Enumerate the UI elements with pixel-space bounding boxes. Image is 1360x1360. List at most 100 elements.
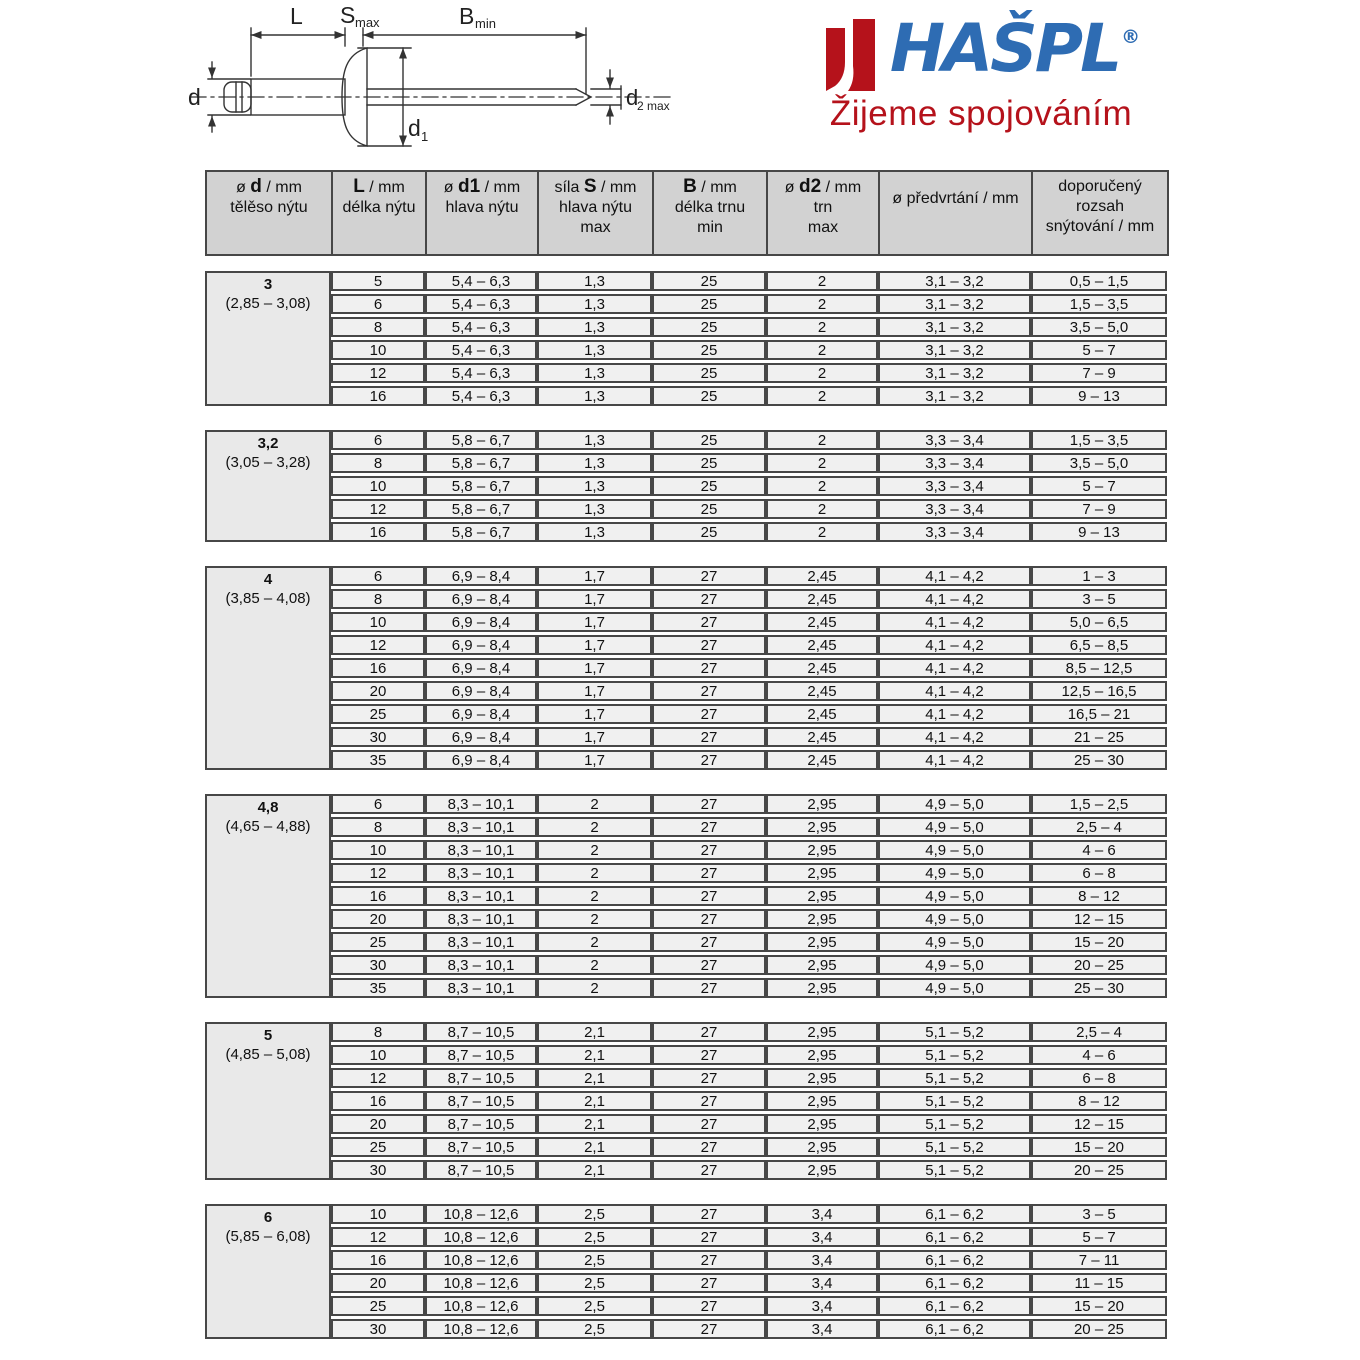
dim-label-d: d — [188, 84, 201, 110]
table-cell: 27 — [652, 681, 766, 701]
table-cell: 25 — [652, 317, 766, 337]
table-cell: 25 — [331, 1296, 425, 1316]
table-cell: 8 — [331, 317, 425, 337]
header-cell: ø předvrtání / mm — [878, 170, 1033, 256]
table-row: 12 5,4 – 6,3 1,3 25 2 3,1 – 3,2 7 – 9 — [205, 363, 1167, 383]
table-cell: 2 — [537, 817, 652, 837]
table-cell: 6,9 – 8,4 — [425, 750, 537, 770]
table-cell: 2,95 — [766, 978, 878, 998]
table-cell: 1 – 3 — [1031, 566, 1167, 586]
table-row: 16 5,4 – 6,3 1,3 25 2 3,1 – 3,2 9 – 13 — [205, 386, 1167, 406]
table-cell: 8 – 12 — [1031, 886, 1167, 906]
table-cell: 4,1 – 4,2 — [878, 750, 1031, 770]
table-cell: 2,95 — [766, 817, 878, 837]
table-cell: 25 — [652, 522, 766, 542]
table-row: 25 8,7 – 10,5 2,1 27 2,95 5,1 – 5,2 15 – 20 — [205, 1137, 1167, 1157]
table-cell: 6,1 – 6,2 — [878, 1227, 1031, 1247]
page-header: L S max B min d d 1 d 2 max HAŠPL ® — [0, 0, 1360, 170]
table-cell: 2,5 — [537, 1273, 652, 1293]
dim-label-B-sub: min — [475, 16, 496, 31]
table-cell: 27 — [652, 658, 766, 678]
table-row: 8 6,9 – 8,4 1,7 27 2,45 4,1 – 4,2 3 – 5 — [205, 589, 1167, 609]
table-cell: 16 — [331, 658, 425, 678]
table-cell: 8,3 – 10,1 — [425, 955, 537, 975]
table-cell: 25 — [652, 294, 766, 314]
table-cell: 8,3 – 10,1 — [425, 978, 537, 998]
table-cell: 3,5 – 5,0 — [1031, 453, 1167, 473]
table-cell: 20 — [331, 909, 425, 929]
table-cell: 27 — [652, 1114, 766, 1134]
table-cell: 4,9 – 5,0 — [878, 955, 1031, 975]
table-cell: 1,3 — [537, 522, 652, 542]
table-cell: 2,1 — [537, 1068, 652, 1088]
table-row: 10 8,3 – 10,1 2 27 2,95 4,9 – 5,0 4 – 6 — [205, 840, 1167, 860]
table-cell: 3,1 – 3,2 — [878, 363, 1031, 383]
table-cell: 4,9 – 5,0 — [878, 817, 1031, 837]
table-row: 16 10,8 – 12,6 2,5 27 3,4 6,1 – 6,2 7 – 11 — [205, 1250, 1167, 1270]
table-cell: 3,4 — [766, 1296, 878, 1316]
table-row: 10 5,4 – 6,3 1,3 25 2 3,1 – 3,2 5 – 7 — [205, 340, 1167, 360]
table-cell: 3,1 – 3,2 — [878, 294, 1031, 314]
table-cell: 10,8 – 12,6 — [425, 1227, 537, 1247]
table-cell: 27 — [652, 955, 766, 975]
table-cell: 2,45 — [766, 727, 878, 747]
table-cell: 4,9 – 5,0 — [878, 932, 1031, 952]
table-cell: 3,5 – 5,0 — [1031, 317, 1167, 337]
table-cell: 9 – 13 — [1031, 522, 1167, 542]
table-cell: 8,3 – 10,1 — [425, 909, 537, 929]
table-cell: 5,1 – 5,2 — [878, 1114, 1031, 1134]
table-cell: 6,9 – 8,4 — [425, 727, 537, 747]
table-cell: 5,4 – 6,3 — [425, 294, 537, 314]
table-cell: 2,1 — [537, 1022, 652, 1042]
table-cell: 5 – 7 — [1031, 340, 1167, 360]
table-cell: 5,4 – 6,3 — [425, 386, 537, 406]
table-cell: 1,5 – 3,5 — [1031, 430, 1167, 450]
table-cell: 2 — [537, 863, 652, 883]
table-cell: 2,45 — [766, 704, 878, 724]
table-cell: 12 — [331, 1068, 425, 1088]
table-cell: 27 — [652, 635, 766, 655]
header-cell: ø d2 / mm trn max — [766, 170, 880, 256]
table-cell: 1,3 — [537, 386, 652, 406]
table-row: 30 8,7 – 10,5 2,1 27 2,95 5,1 – 5,2 20 – 25 — [205, 1160, 1167, 1180]
header-cell: L / mm délka nýtu — [331, 170, 427, 256]
diameter-cell: 3,2 (3,05 – 3,28) — [205, 430, 331, 542]
table-cell: 2,5 — [537, 1227, 652, 1247]
table-cell: 2,95 — [766, 1114, 878, 1134]
table-cell: 3,3 – 3,4 — [878, 476, 1031, 496]
table-cell: 20 – 25 — [1031, 1160, 1167, 1180]
dim-label-S: S — [340, 2, 355, 28]
table-row: 16 8,3 – 10,1 2 27 2,95 4,9 – 5,0 8 – 12 — [205, 886, 1167, 906]
table-cell: 16 — [331, 886, 425, 906]
table-cell: 27 — [652, 727, 766, 747]
table-cell: 4,1 – 4,2 — [878, 727, 1031, 747]
table-cell: 2 — [766, 386, 878, 406]
table-cell: 6,9 – 8,4 — [425, 589, 537, 609]
table-cell: 6,1 – 6,2 — [878, 1319, 1031, 1339]
table-cell: 2,95 — [766, 886, 878, 906]
table-cell: 6 — [331, 794, 425, 814]
table-cell: 6,9 – 8,4 — [425, 681, 537, 701]
table-row: 20 8,3 – 10,1 2 27 2,95 4,9 – 5,0 12 – 15 — [205, 909, 1167, 929]
table-cell: 1,7 — [537, 727, 652, 747]
table-cell: 2,1 — [537, 1045, 652, 1065]
table-cell: 8,7 – 10,5 — [425, 1022, 537, 1042]
table-cell: 16,5 – 21 — [1031, 704, 1167, 724]
table-cell: 2 — [537, 886, 652, 906]
diameter-cell: 6 (5,85 – 6,08) — [205, 1204, 331, 1339]
table-cell: 3,4 — [766, 1319, 878, 1339]
table-cell: 2 — [766, 476, 878, 496]
table-cell: 27 — [652, 1068, 766, 1088]
table-cell: 6,5 – 8,5 — [1031, 635, 1167, 655]
table-cell: 1,3 — [537, 430, 652, 450]
table-cell: 4,9 – 5,0 — [878, 794, 1031, 814]
table-cell: 12 – 15 — [1031, 909, 1167, 929]
header-row: ø d / mm tělěso nýtu L / mm délka nýtu ø d1 … — [205, 170, 1169, 256]
spec-block: 4,8 (4,65 – 4,88) 6 8,3 – 10,1 2 27 2,95 4,9 – … — [205, 791, 1167, 1001]
table-row: 12 6,9 – 8,4 1,7 27 2,45 4,1 – 4,2 6,5 – 8,5 — [205, 635, 1167, 655]
table-cell: 20 – 25 — [1031, 955, 1167, 975]
table-cell: 2 — [766, 363, 878, 383]
spec-block: 6 (5,85 – 6,08) 10 10,8 – 12,6 2,5 27 3,4 6,1 –… — [205, 1201, 1167, 1342]
table-cell: 5,8 – 6,7 — [425, 453, 537, 473]
table-cell: 27 — [652, 794, 766, 814]
